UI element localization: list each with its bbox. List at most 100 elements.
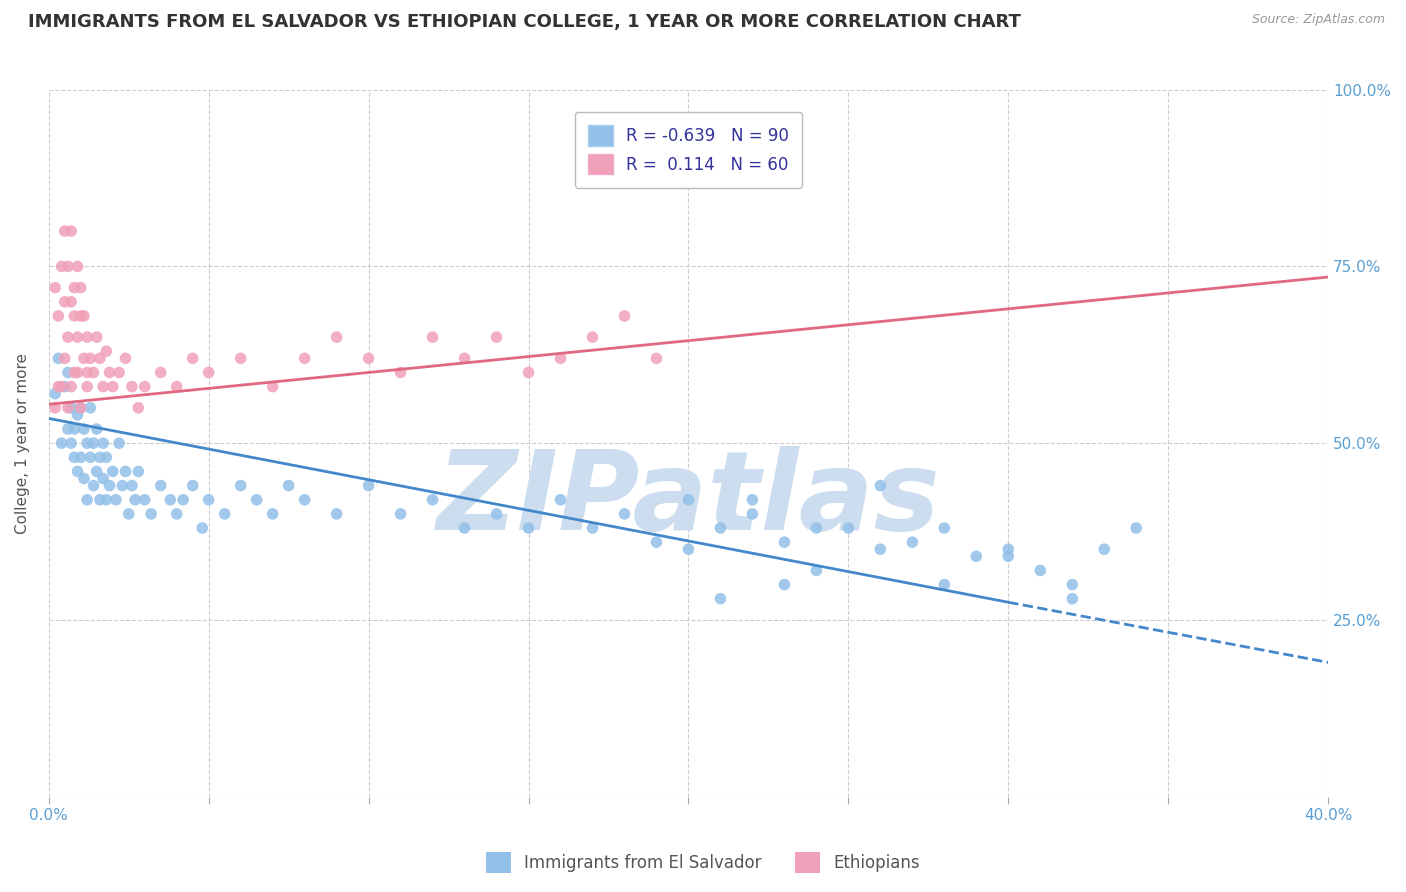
Point (73, 351, 96, 366)
Point (76, 379, 98, 393)
Point (91, 379, 114, 393)
Point (86, 465, 108, 479)
Point (997, 542, 1019, 557)
Point (581, 521, 603, 535)
Point (60, 401, 83, 415)
Point (262, 379, 284, 393)
Point (89, 351, 111, 366)
Point (44, 386, 66, 401)
Point (63, 450, 86, 465)
Point (66, 330, 89, 344)
Point (46, 309, 69, 323)
Y-axis label: College, 1 year or more: College, 1 year or more (15, 352, 30, 533)
Point (997, 549, 1019, 564)
Point (709, 521, 731, 535)
Point (69, 401, 91, 415)
Point (53, 351, 76, 366)
Text: ZIPatlas: ZIPatlas (437, 446, 941, 553)
Point (56, 401, 79, 415)
Point (294, 351, 316, 366)
Point (159, 492, 181, 507)
Point (422, 330, 444, 344)
Point (114, 351, 136, 366)
Point (965, 549, 987, 564)
Point (69, 309, 91, 323)
Point (60, 379, 83, 393)
Point (60, 294, 83, 309)
Point (172, 492, 194, 507)
Point (79, 450, 101, 465)
Point (73, 471, 96, 485)
Point (869, 542, 891, 557)
Point (550, 492, 572, 507)
Point (83, 436, 105, 450)
Point (709, 591, 731, 606)
Point (96, 450, 118, 465)
Point (277, 478, 299, 492)
Point (1029, 564, 1052, 578)
Point (111, 478, 134, 492)
Point (613, 309, 636, 323)
Point (294, 492, 316, 507)
Point (53, 379, 76, 393)
Point (149, 478, 172, 492)
Point (108, 366, 131, 380)
Point (89, 492, 111, 507)
Point (98, 478, 121, 492)
Point (934, 521, 956, 535)
Point (806, 564, 828, 578)
Point (51, 436, 73, 450)
Point (229, 351, 252, 366)
Point (741, 492, 763, 507)
Point (422, 492, 444, 507)
Point (98, 366, 121, 380)
Point (56, 366, 79, 380)
Point (76, 330, 98, 344)
Point (86, 422, 108, 436)
Point (86, 330, 108, 344)
Point (63, 280, 86, 294)
Point (73, 309, 96, 323)
Point (741, 507, 763, 521)
Point (53, 294, 76, 309)
Point (149, 366, 172, 380)
Point (69, 450, 91, 465)
Point (325, 507, 347, 521)
Point (357, 478, 380, 492)
Point (83, 366, 105, 380)
Point (127, 465, 149, 479)
Point (389, 507, 412, 521)
Legend: Immigrants from El Salvador, Ethiopians: Immigrants from El Salvador, Ethiopians (479, 846, 927, 880)
Point (51, 260, 73, 274)
Point (66, 408, 89, 422)
Point (1092, 542, 1115, 557)
Point (127, 401, 149, 415)
Point (246, 492, 269, 507)
Point (166, 507, 188, 521)
Point (66, 465, 89, 479)
Point (485, 507, 508, 521)
Point (134, 492, 156, 507)
Point (114, 465, 136, 479)
Point (118, 507, 141, 521)
Point (53, 224, 76, 238)
Point (550, 351, 572, 366)
Point (66, 366, 89, 380)
Point (124, 492, 146, 507)
Point (773, 535, 796, 549)
Point (485, 330, 508, 344)
Point (229, 478, 252, 492)
Point (44, 401, 66, 415)
Point (773, 577, 796, 591)
Point (389, 366, 412, 380)
Point (101, 465, 124, 479)
Point (63, 309, 86, 323)
Point (91, 436, 114, 450)
Point (262, 507, 284, 521)
Point (76, 492, 98, 507)
Point (104, 492, 127, 507)
Point (453, 351, 475, 366)
Point (83, 478, 105, 492)
Point (453, 521, 475, 535)
Point (69, 401, 91, 415)
